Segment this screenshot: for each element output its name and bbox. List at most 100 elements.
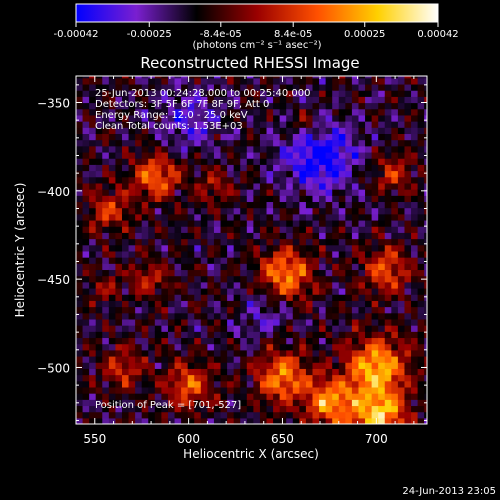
heatmap-cell — [187, 164, 195, 172]
heatmap-cell — [319, 164, 327, 172]
heatmap-cell — [378, 393, 386, 400]
heatmap-cell — [95, 170, 103, 178]
heatmap-cell — [338, 294, 346, 301]
heatmap-cell — [174, 238, 182, 246]
heatmap-cell — [161, 244, 169, 252]
heatmap-cell — [424, 189, 427, 196]
heatmap-cell — [319, 133, 327, 141]
heatmap-cell — [259, 417, 268, 424]
heatmap-cell — [358, 337, 366, 345]
heatmap-cell — [115, 368, 123, 376]
heatmap-cell — [417, 263, 425, 271]
heatmap-cell — [253, 300, 261, 308]
y-tick-label: −400 — [37, 185, 70, 199]
heatmap-cell — [128, 219, 136, 227]
heatmap-cell — [411, 108, 419, 116]
heatmap-cell — [95, 368, 103, 376]
heatmap-cell — [411, 139, 419, 147]
heatmap-cell — [345, 151, 353, 159]
heatmap-cell — [102, 127, 110, 135]
heatmap-cell — [233, 325, 241, 332]
heatmap-cell — [82, 189, 90, 196]
heatmap-cell — [174, 139, 182, 147]
heatmap-cell — [351, 349, 360, 357]
heatmap-cell — [135, 90, 143, 97]
heatmap-cell — [167, 300, 176, 308]
heatmap-cell — [148, 294, 156, 301]
heatmap-cell — [76, 312, 84, 320]
heatmap-cell — [404, 158, 412, 165]
heatmap-cell — [121, 257, 130, 264]
heatmap-cell — [220, 219, 228, 227]
heatmap-cell — [115, 263, 123, 271]
heatmap-cell — [332, 195, 340, 203]
heatmap-cell — [154, 127, 162, 135]
heatmap-cell — [148, 114, 156, 122]
heatmap-cell — [141, 250, 149, 258]
heatmap-cell — [82, 232, 90, 240]
heatmap-cell — [108, 417, 117, 424]
heatmap-cell — [181, 244, 189, 252]
heatmap-cell — [89, 232, 97, 240]
heatmap-cell — [95, 114, 103, 122]
heatmap-cell — [391, 300, 399, 308]
heatmap-cell — [220, 331, 228, 339]
heatmap-cell — [227, 368, 235, 376]
heatmap-cell — [378, 170, 386, 178]
heatmap-cell — [187, 287, 195, 295]
heatmap-cell — [102, 325, 110, 332]
heatmap-cell — [220, 380, 228, 388]
heatmap-cell — [167, 133, 176, 141]
heatmap-cell — [358, 275, 366, 283]
heatmap-cell — [325, 343, 333, 351]
heatmap-cell — [292, 318, 300, 326]
heatmap-cell — [312, 139, 320, 147]
heatmap-cell — [312, 145, 320, 153]
heatmap-cell — [213, 151, 222, 159]
heatmap-cell — [286, 287, 294, 295]
heatmap-cell — [319, 77, 327, 85]
heatmap-cell — [115, 275, 123, 283]
heatmap-cell — [108, 275, 117, 283]
heatmap-cell — [365, 102, 373, 110]
heatmap-cell — [128, 349, 136, 357]
heatmap-cell — [174, 114, 182, 122]
heatmap-cell — [233, 108, 241, 116]
heatmap-cell — [286, 238, 294, 246]
heatmap-cell — [266, 368, 274, 376]
heatmap-cell — [358, 287, 366, 295]
heatmap-cell — [338, 158, 346, 165]
heatmap-cell — [273, 263, 281, 271]
heatmap-cell — [391, 331, 399, 339]
heatmap-cell — [246, 207, 254, 215]
heatmap-cell — [82, 275, 90, 283]
heatmap-cell — [397, 325, 406, 332]
heatmap-cell — [371, 300, 379, 308]
heatmap-cell — [167, 139, 176, 147]
heatmap-cell — [312, 257, 320, 264]
heatmap-cell — [213, 405, 222, 413]
heatmap-cell — [332, 405, 340, 413]
heatmap-cell — [154, 213, 162, 221]
heatmap-cell — [312, 417, 320, 424]
heatmap-cell — [233, 76, 241, 79]
heatmap-cell — [286, 244, 294, 252]
heatmap-cell — [365, 114, 373, 122]
heatmap-cell — [299, 213, 307, 221]
heatmap-cell — [319, 374, 327, 382]
heatmap-cell — [246, 325, 254, 332]
heatmap-cell — [391, 145, 399, 153]
heatmap-cell — [108, 232, 117, 240]
heatmap-cell — [82, 325, 90, 332]
heatmap-cell — [371, 226, 379, 233]
heatmap-cell — [338, 368, 346, 376]
heatmap-cell — [286, 380, 294, 388]
heatmap-cell — [273, 250, 281, 258]
heatmap-cell — [266, 294, 274, 301]
heatmap-cell — [279, 325, 287, 332]
heatmap-cell — [378, 127, 386, 135]
heatmap-cell — [424, 306, 427, 314]
heatmap-cell — [345, 399, 353, 407]
heatmap-cell — [95, 380, 103, 388]
heatmap-cell — [424, 281, 427, 289]
